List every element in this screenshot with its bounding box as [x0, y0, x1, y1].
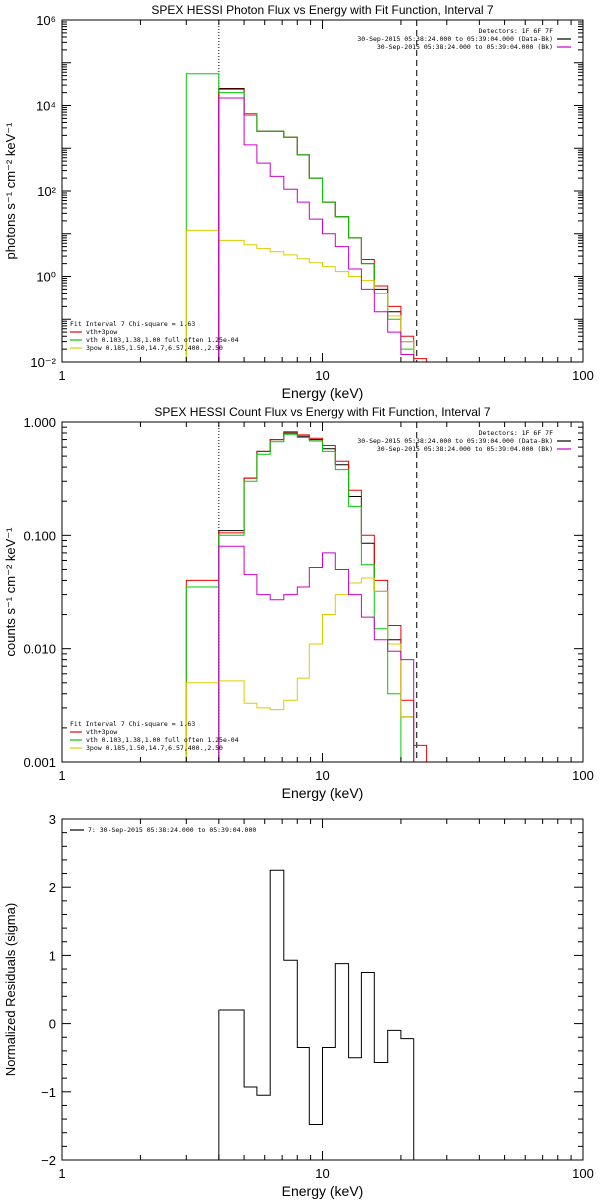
y-tick-label: 10² [37, 184, 56, 199]
series-bk [218, 545, 415, 762]
y-tick-label: 0.100 [23, 528, 56, 543]
y-tick-label: 0.010 [23, 642, 56, 657]
x-tick-label: 100 [572, 768, 594, 783]
y-tick-label: 0.001 [23, 755, 56, 770]
series-vth [185, 73, 415, 362]
chart-panel-1: SPEX HESSI Photon Flux vs Energy with Fi… [3, 3, 594, 401]
x-tick-label: 1 [58, 768, 65, 783]
y-axis-label: Normalized Residuals (sigma) [3, 903, 18, 1076]
y-tick-label: 10⁻² [30, 355, 56, 370]
y-tick-label: 0 [49, 1017, 56, 1032]
y-tick-label: −1 [41, 1085, 56, 1100]
y-tick-label: 2 [49, 880, 56, 895]
legend-bottom-text: vth 0.103,1.38,1.00 full often 1.25e-04 [86, 736, 239, 744]
series-3pow [185, 577, 427, 762]
legend-bottom-text: vth+3pow [86, 328, 117, 336]
series-7-30-sep-2015-05-38-24-000-to-05-39-04-000 [218, 869, 414, 1125]
plot-area [185, 422, 428, 762]
y-tick-label: 10⁴ [36, 99, 56, 114]
y-axis-label: counts s⁻¹ cm⁻² keV⁻¹ [3, 527, 18, 657]
y-axis-label: photons s⁻¹ cm⁻² keV⁻¹ [3, 122, 18, 260]
x-tick-label: 100 [572, 368, 594, 383]
x-tick-label: 1 [58, 368, 65, 383]
x-axis-label: Energy (keV) [282, 385, 364, 401]
legend-top-text: Detectors: 1F 6F 7F [479, 27, 553, 35]
legend-bottom-text: vth+3pow [86, 728, 117, 736]
legend-top-text: 30-Sep-2015 05:38:24.000 to 05:39:04.000… [377, 43, 553, 51]
series-vth-3pow [185, 431, 428, 762]
x-axis-label: Energy (keV) [282, 1183, 364, 1199]
plot-area [185, 20, 428, 362]
chart-panel-2: SPEX HESSI Count Flux vs Energy with Fit… [3, 405, 594, 801]
y-tick-label: 1.000 [23, 415, 56, 430]
x-tick-label: 10 [315, 368, 329, 383]
y-tick-label: 1 [49, 948, 56, 963]
x-tick-label: 10 [315, 768, 329, 783]
legend-bottom-text: 3pow 0.185,1.50,14.7,6.57,400.,2.50 [86, 344, 223, 352]
chart-panel-3: 1 10 100 −2 −1 0 1 2 3 Energy (keV) Normalized Res… [3, 812, 594, 1199]
x-axis-label: Energy (keV) [282, 785, 364, 801]
legend-top-text: 30-Sep-2015 05:38:24.000 to 05:39:04.000… [357, 35, 553, 43]
chart-title: SPEX HESSI Count Flux vs Energy with Fit… [154, 405, 490, 419]
series-3pow [185, 229, 415, 362]
x-tick-label: 10 [315, 1166, 329, 1181]
series-vth [185, 433, 414, 762]
y-tick-label: 10⁰ [36, 270, 56, 285]
legend-top-text: 30-Sep-2015 05:38:24.000 to 05:39:04.000… [377, 445, 553, 453]
x-tick-label: 100 [572, 1166, 594, 1181]
legend-bottom-text: Fit Interval 7 Chi-square = 1.63 [70, 720, 195, 728]
legend-top-text: Detectors: 1F 6F 7F [479, 429, 553, 437]
legend-top-text: 30-Sep-2015 05:38:24.000 to 05:39:04.000… [357, 437, 553, 445]
chart-title: SPEX HESSI Photon Flux vs Energy with Fi… [151, 3, 493, 17]
legend-bottom-text: vth 0.103,1.38,1.00 full often 1.25e-04 [86, 336, 239, 344]
series-bk [218, 97, 415, 362]
series-data-bk [218, 88, 415, 362]
legend-bottom-text: Fit Interval 7 Chi-square = 1.63 [70, 320, 195, 328]
series-data-bk [218, 432, 415, 762]
plot-area [218, 869, 415, 1160]
y-tick-label: 10⁶ [36, 13, 56, 28]
legend-bottom-text: 3pow 0.185,1.50,14.7,6.57,400.,2.50 [86, 744, 223, 752]
y-tick-label: 3 [49, 812, 56, 827]
x-tick-label: 1 [58, 1166, 65, 1181]
y-tick-label: −2 [41, 1153, 56, 1168]
legend-top-text: 7: 30-Sep-2015 05:38:24.000 to 05:39:04.… [88, 826, 256, 834]
plot-frame [61, 421, 584, 763]
